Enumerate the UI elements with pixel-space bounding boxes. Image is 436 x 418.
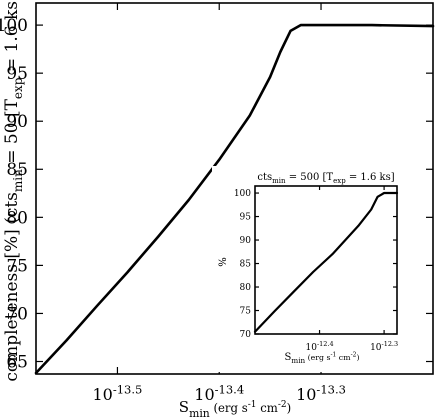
inset-x-tick-exp: -12.4 [317, 340, 334, 348]
inset-y-axis-label: % [218, 257, 229, 267]
main-x-tick-exp: -13.4 [215, 382, 245, 396]
inset-frame [254, 185, 398, 335]
main-y-tick-label: 65 [6, 352, 28, 372]
main-y-axis-label: completeness [%] (ctsmin = 50 [Texp = 1.… [2, 0, 25, 382]
inset-x-axis-label: Smin (erg s-1 cm-2) [285, 352, 360, 366]
main-series-line [34, 23, 435, 375]
main-x-axis-label: Smin (erg s-1 cm-2) [179, 398, 291, 418]
inset-x-tick-label: 10-12.3 [370, 340, 398, 353]
main-x-tick-label: 10-13.5 [92, 382, 142, 404]
main-x-tick-base: 10 [194, 385, 214, 404]
inset-y-tick-label: 80 [240, 283, 252, 293]
main-y-tick-label: 80 [6, 208, 28, 228]
main-y-tick-label: 90 [6, 112, 28, 132]
main-y-tick-label: 100 [0, 16, 28, 36]
inset-x-tick-exp: -12.3 [382, 340, 399, 348]
main-frame [35, 2, 434, 375]
main-x-tick-label: 10-13.4 [194, 382, 244, 404]
inset-x-tick-label: 10-12.4 [306, 340, 334, 353]
main-y-tick-label: 95 [6, 64, 28, 84]
inset-background [212, 166, 400, 372]
inset-y-tick-label: 95 [240, 213, 252, 223]
inset-y-tick-label: 90 [240, 236, 252, 246]
inset-x-tick-base: 10 [306, 343, 318, 353]
inset-title: ctsmin = 500 [Texp = 1.6 ks] [257, 172, 394, 185]
main-x-tick-exp: -13.3 [316, 382, 346, 396]
inset-y-tick-label: 85 [240, 260, 252, 270]
inset-series-line [253, 191, 399, 333]
main-x-tick-base: 10 [296, 385, 316, 404]
main-x-tick-exp: -13.5 [113, 382, 143, 396]
inset-x-tick-base: 10 [370, 343, 382, 353]
main-x-tick-base: 10 [92, 385, 112, 404]
main-x-tick-label: 10-13.3 [296, 382, 346, 404]
main-y-tick-label: 75 [6, 256, 28, 276]
main-y-tick-label: 70 [6, 304, 28, 324]
inset-y-tick-label: 100 [234, 189, 251, 199]
inset-y-tick-label: 75 [240, 307, 252, 317]
inset-y-tick-label: 70 [240, 330, 252, 340]
main-y-tick-label: 85 [6, 160, 28, 180]
